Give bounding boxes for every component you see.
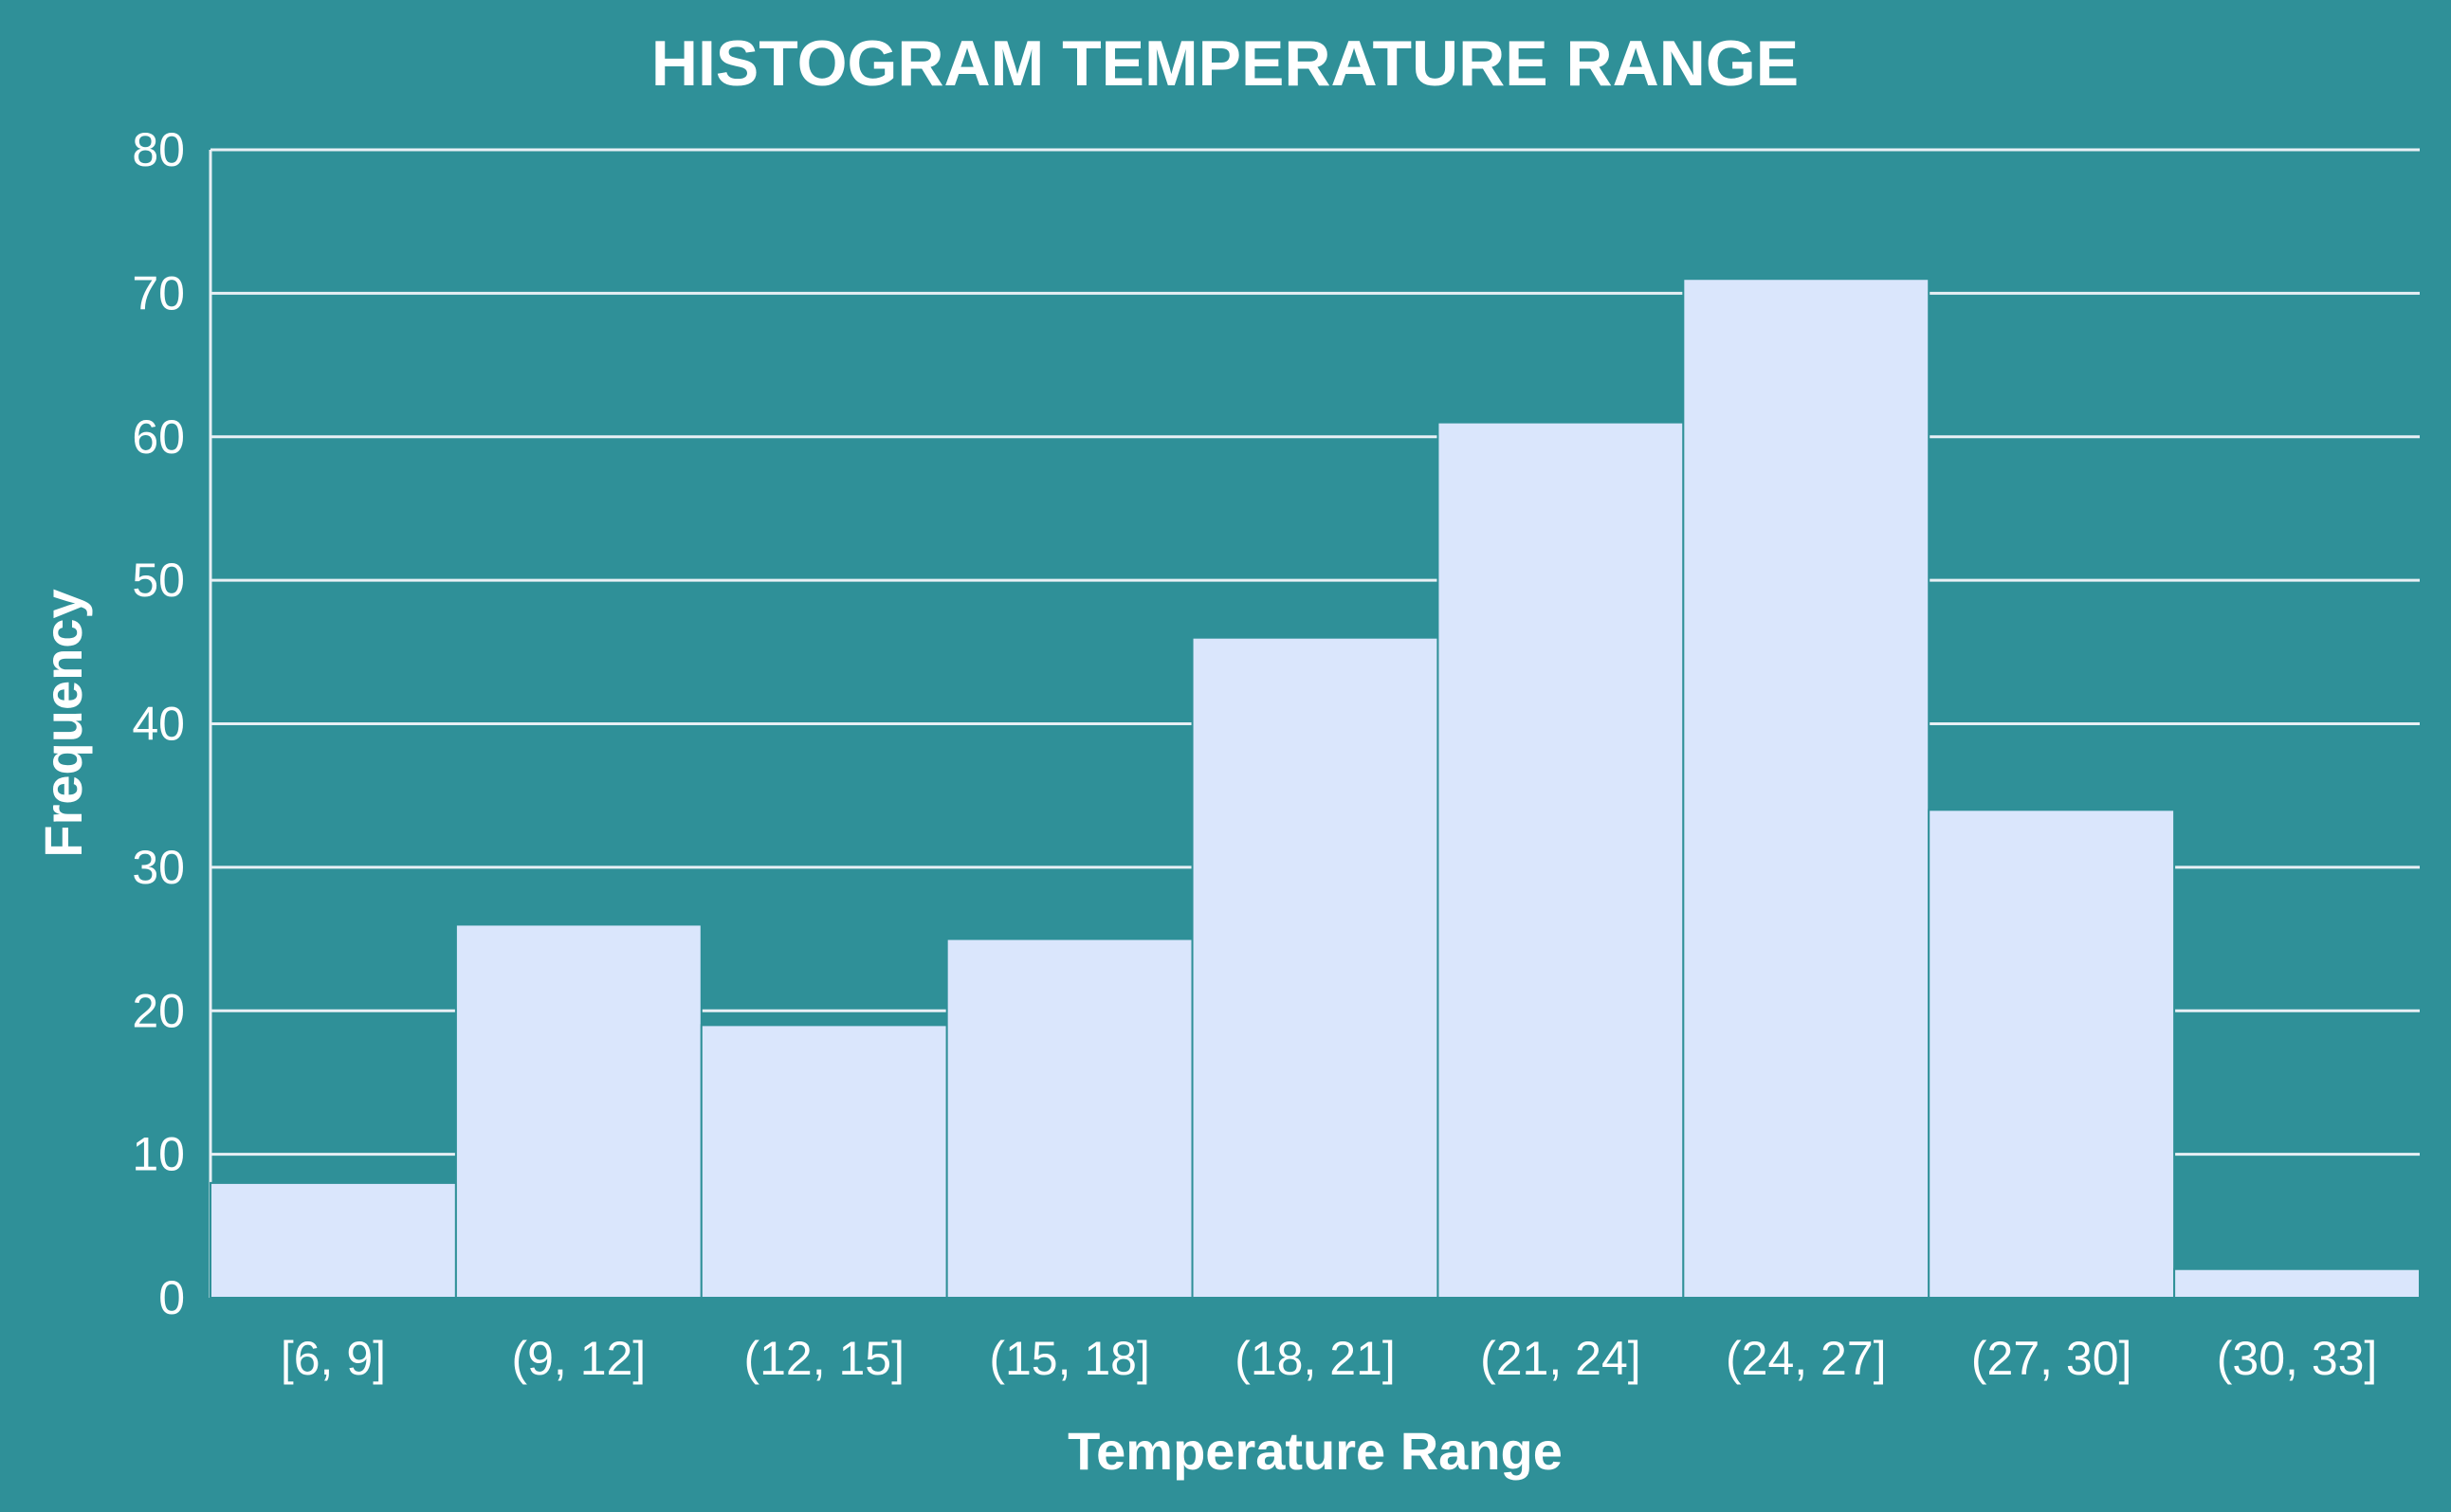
y-axis-label: Frequency xyxy=(33,589,93,857)
x-axis-label: Temperature Range xyxy=(1068,1421,1563,1481)
bar-1 xyxy=(210,1181,457,1300)
y-tick-labels: 0 10 20 30 40 50 60 70 80 xyxy=(132,123,185,1324)
bar-2 xyxy=(454,923,703,1299)
x-tick-label: (27, 30] xyxy=(1971,1332,2132,1385)
y-tick-label: 70 xyxy=(132,266,185,319)
x-tick-label: (30, 33] xyxy=(2217,1332,2378,1385)
y-tick-label: 10 xyxy=(132,1128,185,1181)
bar-5 xyxy=(1191,636,1439,1299)
x-tick-label: (9, 12] xyxy=(511,1332,646,1385)
x-tick-label: (24, 27] xyxy=(1726,1332,1887,1385)
bar-6 xyxy=(1436,421,1685,1299)
x-tick-label: (21, 24] xyxy=(1480,1332,1641,1385)
bar-9 xyxy=(2173,1267,2421,1299)
chart-title: HISTOGRAM TEMPERATURE RANGE xyxy=(651,27,1799,100)
y-tick-label: 50 xyxy=(132,554,185,607)
bar-8 xyxy=(1928,809,2176,1299)
y-tick-label: 30 xyxy=(132,841,185,894)
y-tick-label: 40 xyxy=(132,698,185,751)
x-tick-labels: [6, 9] (9, 12] (12, 15] (15, 18] (18, 21] (21… xyxy=(281,1332,2377,1385)
x-tick-label: (15, 18] xyxy=(989,1332,1150,1385)
y-tick-label: 80 xyxy=(132,123,185,176)
bars xyxy=(210,278,2421,1300)
y-tick-label: 0 xyxy=(158,1271,185,1324)
bar-7 xyxy=(1682,278,1930,1299)
x-tick-label: (12, 15] xyxy=(743,1332,905,1385)
bar-4 xyxy=(945,938,1194,1299)
y-tick-label: 60 xyxy=(132,410,185,464)
x-tick-label: [6, 9] xyxy=(281,1332,386,1385)
bar-3 xyxy=(700,1024,948,1299)
x-tick-label: (18, 21] xyxy=(1235,1332,1396,1385)
y-tick-label: 20 xyxy=(132,984,185,1037)
